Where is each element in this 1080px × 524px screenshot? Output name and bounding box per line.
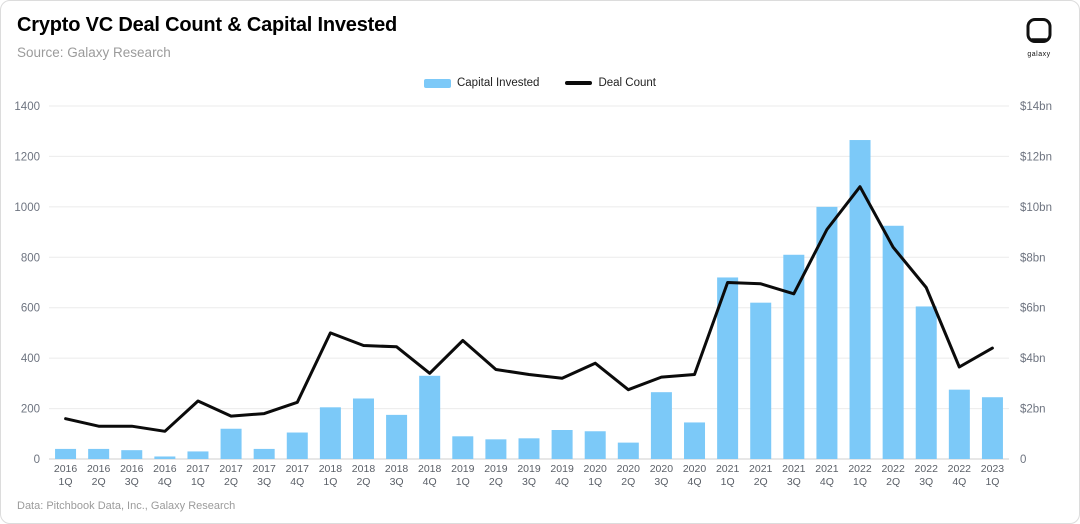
right-axis-tick: $10bn	[1020, 202, 1052, 214]
bar-2016-3Q	[121, 450, 143, 459]
right-axis-tick: $4bn	[1020, 353, 1046, 365]
chart-legend: Capital Invested Deal Count	[1, 77, 1079, 89]
bar-2021-3Q	[783, 254, 805, 459]
x-axis-label: 2019 4Q	[550, 463, 574, 488]
right-axis-tick: $2bn	[1020, 404, 1046, 416]
x-axis-label: 2018 4Q	[418, 463, 442, 488]
bar-2022-4Q	[948, 389, 970, 459]
right-axis-tick: $8bn	[1020, 252, 1046, 264]
left-axis-tick: 400	[21, 353, 40, 365]
x-axis-label: 2019 2Q	[484, 463, 508, 488]
bar-2019-2Q	[485, 439, 507, 459]
x-axis-label: 2023 1Q	[981, 463, 1005, 488]
left-axis-tick: 1400	[14, 101, 40, 113]
data-attribution: Data: Pitchbook Data, Inc., Galaxy Resea…	[17, 500, 236, 512]
x-axis-label: 2018 2Q	[352, 463, 376, 488]
x-axis-label: 2020 1Q	[584, 463, 608, 488]
x-axis-label: 2018 1Q	[319, 463, 343, 488]
bar-2018-1Q	[319, 407, 341, 459]
left-axis-tick: 800	[21, 252, 40, 264]
bar-2017-4Q	[286, 432, 308, 459]
x-axis-label: 2020 2Q	[617, 463, 641, 488]
bar-2016-2Q	[88, 448, 110, 459]
legend-label: Deal Count	[598, 77, 656, 89]
bar-2021-1Q	[717, 277, 739, 459]
right-axis-tick: 0	[1020, 454, 1026, 466]
page-title: Crypto VC Deal Count & Capital Invested	[17, 14, 398, 36]
bar-2022-2Q	[882, 225, 904, 459]
x-axis-label: 2021 1Q	[716, 463, 740, 488]
x-axis-label: 2019 3Q	[517, 463, 541, 488]
x-axis-label: 2017 2Q	[219, 463, 243, 488]
bar-2021-4Q	[816, 206, 838, 459]
bar-2016-4Q	[154, 456, 176, 459]
bar-2016-1Q	[55, 448, 77, 459]
x-axis-label: 2022 4Q	[948, 463, 972, 488]
legend-item-deal-count: Deal Count	[565, 77, 656, 89]
bar-2019-4Q	[551, 430, 573, 459]
x-axis-label: 2022 2Q	[881, 463, 905, 488]
bar-2023-1Q	[981, 397, 1003, 459]
bar-2020-3Q	[650, 392, 672, 459]
deal-count-line	[64, 185, 994, 433]
x-axis-label: 2017 4Q	[286, 463, 310, 488]
right-axis-tick: $12bn	[1020, 151, 1052, 163]
galaxy-logo-icon	[1026, 18, 1052, 43]
bar-2019-1Q	[452, 436, 474, 459]
x-axis-label: 2016 3Q	[120, 463, 144, 488]
x-axis-label: 2021 4Q	[815, 463, 839, 488]
deal-count-swatch-icon	[565, 81, 593, 85]
right-axis-tick: $6bn	[1020, 303, 1046, 315]
bar-2018-3Q	[386, 414, 408, 459]
left-axis-tick: 600	[21, 303, 40, 315]
x-axis-label: 2017 3Q	[252, 463, 276, 488]
x-axis-label: 2016 1Q	[54, 463, 78, 488]
x-axis-label: 2021 2Q	[749, 463, 773, 488]
left-axis-tick: 200	[21, 404, 40, 416]
left-axis-tick: 1000	[14, 202, 40, 214]
bar-2017-1Q	[187, 451, 209, 459]
bar-2017-3Q	[253, 448, 275, 459]
left-axis-tick: 0	[34, 454, 40, 466]
x-axis-label: 2017 1Q	[186, 463, 210, 488]
bar-2020-2Q	[617, 442, 639, 459]
source-subtitle: Source: Galaxy Research	[17, 45, 171, 60]
x-axis-label: 2020 4Q	[683, 463, 707, 488]
bar-2022-3Q	[915, 306, 937, 459]
x-axis-label: 2019 1Q	[451, 463, 475, 488]
legend-label: Capital Invested	[456, 77, 540, 89]
galaxy-logo: galaxy	[1015, 17, 1063, 58]
bar-2021-2Q	[750, 302, 772, 459]
bar-2022-1Q	[849, 140, 871, 459]
x-axis-label: 2018 3Q	[385, 463, 409, 488]
bar-2019-3Q	[518, 438, 540, 459]
bar-2020-4Q	[684, 422, 706, 459]
x-axis-label: 2020 3Q	[650, 463, 674, 488]
x-axis-label: 2016 2Q	[87, 463, 111, 488]
left-axis-tick: 1200	[14, 151, 40, 163]
legend-item-capital-invested: Capital Invested	[423, 77, 540, 89]
x-axis-label: 2021 3Q	[782, 463, 806, 488]
capital-invested-swatch-icon	[423, 78, 451, 88]
bar-2020-1Q	[584, 431, 606, 459]
x-axis-label: 2016 4Q	[153, 463, 177, 488]
galaxy-logo-label: galaxy	[1027, 51, 1051, 58]
right-axis-tick: $14bn	[1020, 101, 1052, 113]
x-axis-label: 2022 1Q	[848, 463, 872, 488]
bar-2018-2Q	[352, 398, 374, 459]
x-axis-label: 2022 3Q	[915, 463, 939, 488]
bar-2018-4Q	[419, 375, 441, 459]
bar-2017-2Q	[220, 428, 242, 459]
